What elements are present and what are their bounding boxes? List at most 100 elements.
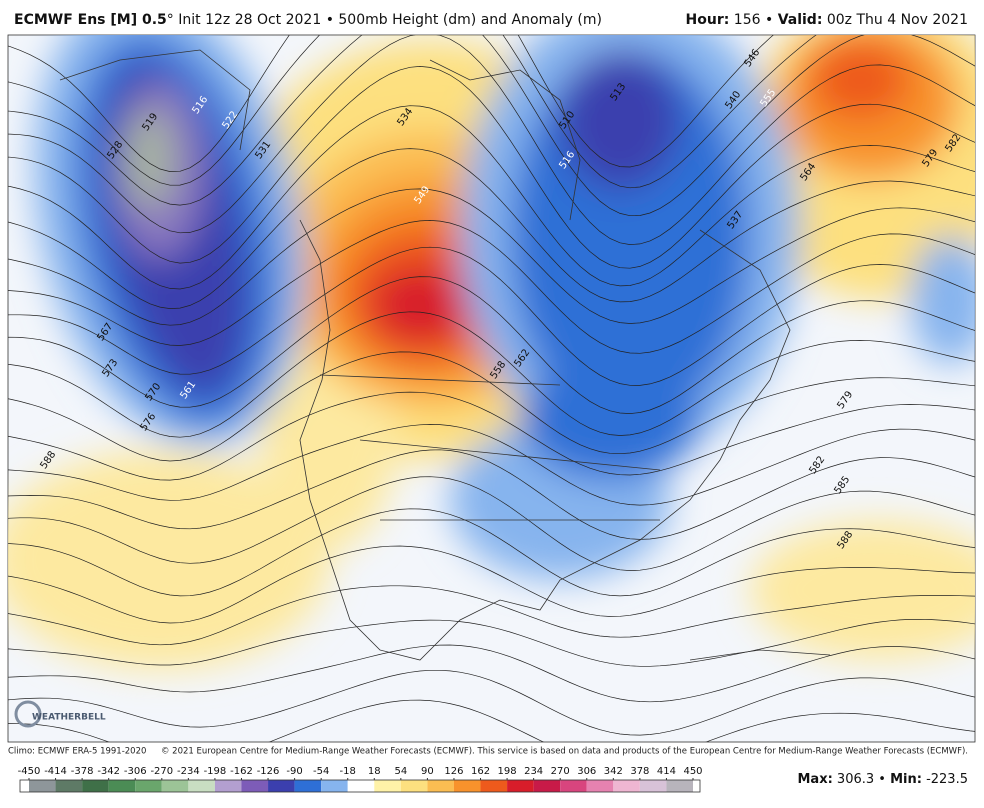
contour-line (8, 449, 975, 540)
contour-line (8, 669, 975, 736)
contour-line (8, 246, 975, 386)
colorbar-tick-label: -90 (286, 766, 302, 777)
colorbar-swatch (135, 780, 162, 792)
hour-value: 156 • (729, 12, 777, 28)
title: ECMWF Ens [M] 0.5° Init 12z 28 Oct 2021 … (14, 12, 602, 28)
colorbar-tick-label: 378 (630, 766, 649, 777)
climo-note: Climo: ECMWF ERA-5 1991-2020 (8, 747, 146, 757)
colorbar-tick-label: 198 (498, 766, 517, 777)
contour-line (8, 276, 975, 414)
colorbar-tick-label: 414 (657, 766, 676, 777)
colorbar-swatch (586, 780, 614, 792)
title-rest: ° Init 12z 28 Oct 2021 • 500mb Height (d… (167, 12, 602, 28)
contour-line (8, 220, 975, 354)
colorbar-tick-label: -198 (204, 766, 227, 777)
colorbar-tick-label: -306 (124, 766, 147, 777)
contour-line (8, 351, 975, 462)
colorbar-tick-label: 162 (471, 766, 490, 777)
colorbar-tick-label: -270 (150, 766, 173, 777)
contour-line (8, 311, 975, 438)
valid-time: Hour: 156 • Valid: 00z Thu 4 Nov 2021 (686, 12, 968, 28)
max-label: Max: (797, 772, 832, 787)
colorbar-swatch (161, 780, 189, 792)
colorbar-swatch (294, 780, 322, 792)
colorbar-swatch (188, 780, 215, 792)
colorbar-tick-label: -162 (230, 766, 253, 777)
colorbar-tick-label: -18 (340, 766, 356, 777)
colorbar-tick-label: -450 (18, 766, 41, 777)
colorbar-tick-label: -414 (44, 766, 67, 777)
contour-line (8, 35, 817, 189)
colorbar-frame (19, 779, 701, 793)
model-name: ECMWF Ens [M] 0.5 (14, 12, 167, 28)
contour-line (8, 188, 975, 326)
stats: Max: 306.3 • Min: -223.5 (797, 772, 968, 787)
colorbar-swatch (347, 780, 375, 792)
colorbar-tick-label: -378 (71, 766, 94, 777)
contour-line (8, 66, 975, 269)
contour-line (8, 476, 975, 571)
colorbar-swatch (427, 780, 454, 792)
valid-value: 00z Thu 4 Nov 2021 (822, 12, 968, 28)
colorbar-tick-label: 450 (683, 766, 702, 777)
colorbar-tick-label: -126 (257, 766, 280, 777)
colorbar-tick-label: -234 (177, 766, 200, 777)
colorbar: -450 -414 -378 -342 -306 -270 -234 -198 -162 -126… (18, 766, 703, 793)
contour-line (8, 35, 975, 217)
colorbar-swatch (613, 780, 640, 792)
valid-label: Valid: (778, 12, 823, 28)
contour-line (8, 508, 975, 597)
colorbar-swatch (55, 780, 83, 792)
colorbar-swatch (82, 780, 109, 792)
colorbar-swatch (480, 780, 508, 792)
coastlines (59, 49, 831, 661)
contour-line (8, 644, 975, 703)
colorbar-swatch (321, 780, 348, 792)
contour-line (8, 148, 975, 309)
contour-line (8, 699, 975, 742)
contour-line (8, 35, 774, 172)
colorbar-swatch (400, 780, 428, 792)
colorbar-swatch (241, 780, 269, 792)
colorbar-tick-label: 54 (394, 766, 407, 777)
colorbar-tick-label: 126 (444, 766, 463, 777)
min-label: Min: (890, 772, 922, 787)
separator: • (874, 772, 890, 787)
colorbar-swatch (453, 780, 481, 792)
colorbar-swatch (639, 780, 667, 792)
logo: WEATHERBELL (14, 700, 106, 728)
hour-label: Hour: (686, 12, 730, 28)
contour-line (8, 105, 975, 290)
colorbar-tick-label: 234 (524, 766, 543, 777)
colorbar-swatch (29, 780, 56, 792)
height-contours (8, 35, 975, 742)
contour-line (8, 35, 975, 245)
colorbar-swatch (374, 780, 401, 792)
colorbar-tick-label: 90 (421, 766, 434, 777)
colorbar-swatch (666, 780, 693, 792)
colorbar-tick-label: 342 (604, 766, 623, 777)
colorbar-swatch (507, 780, 534, 792)
colorbar-tick-label: -342 (97, 766, 120, 777)
colorbar-swatch (108, 780, 136, 792)
colorbar-swatch (560, 780, 587, 792)
colorbar-tick-label: 18 (368, 766, 381, 777)
contour-line (8, 618, 975, 667)
max-value: 306.3 (837, 772, 874, 787)
anomaly-shading (8, 35, 975, 670)
logo-text: WEATHERBELL (32, 713, 106, 723)
colorbar-tick-label: 270 (551, 766, 570, 777)
copyright: © 2021 European Centre for Medium-Range … (161, 747, 968, 757)
contour-line (8, 391, 975, 481)
colorbar-swatch (533, 780, 561, 792)
colorbar-swatch (214, 780, 242, 792)
min-value: -223.5 (926, 772, 968, 787)
colorbar-swatch (268, 780, 295, 792)
contour-line (8, 545, 975, 624)
contour-line (8, 424, 975, 506)
contour-line (8, 585, 975, 646)
colorbar-tick-label: 306 (577, 766, 596, 777)
colorbar-tick-label: -54 (313, 766, 329, 777)
